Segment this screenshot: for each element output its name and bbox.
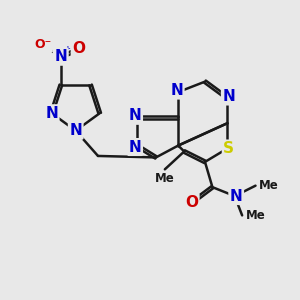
Text: N: N bbox=[230, 189, 243, 204]
Text: N: N bbox=[170, 83, 183, 98]
Text: ⁺: ⁺ bbox=[64, 46, 70, 56]
Text: N: N bbox=[129, 140, 142, 154]
Text: N: N bbox=[45, 106, 58, 121]
Text: N: N bbox=[69, 123, 82, 138]
Text: O: O bbox=[72, 41, 85, 56]
Text: S: S bbox=[223, 141, 234, 156]
Text: N: N bbox=[222, 89, 235, 104]
Text: O⁻: O⁻ bbox=[34, 38, 52, 51]
Text: O: O bbox=[185, 194, 198, 209]
Text: N: N bbox=[55, 49, 67, 64]
Text: Me: Me bbox=[246, 209, 266, 222]
Text: N: N bbox=[129, 108, 142, 123]
Text: Me: Me bbox=[155, 172, 175, 185]
Text: Me: Me bbox=[259, 179, 279, 192]
